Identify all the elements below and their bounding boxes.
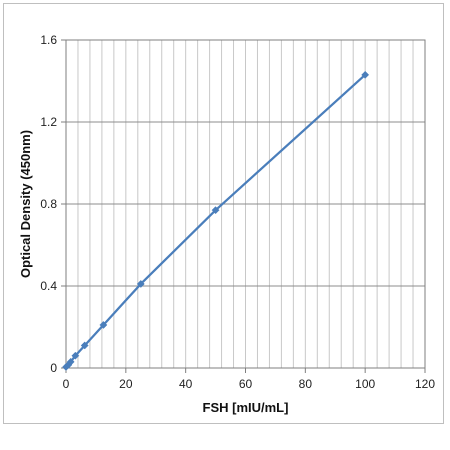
y-tick-label: 0 — [50, 361, 57, 375]
x-tick-label: 60 — [239, 377, 253, 391]
x-tick-label: 120 — [415, 377, 435, 391]
x-tick-label: 0 — [63, 377, 70, 391]
series — [62, 71, 368, 370]
y-tick-label: 0.4 — [40, 279, 57, 293]
y-tick-label: 1.6 — [40, 33, 57, 47]
x-axis-title: FSH [mIU/mL] — [203, 400, 289, 415]
x-tick-label: 40 — [179, 377, 193, 391]
grid — [66, 40, 425, 368]
x-tick-label: 80 — [299, 377, 313, 391]
x-tick-label: 100 — [355, 377, 375, 391]
x-tick-label: 20 — [119, 377, 133, 391]
y-tick-label: 1.2 — [40, 115, 57, 129]
y-tick-label: 0.8 — [40, 197, 57, 211]
series-line — [66, 75, 365, 367]
y-axis-title: Optical Density (450nm) — [18, 130, 33, 278]
x-axis: 0 20 40 60 80 100 120 — [63, 368, 436, 391]
y-axis: 0 0.4 0.8 1.2 1.6 — [40, 33, 66, 375]
